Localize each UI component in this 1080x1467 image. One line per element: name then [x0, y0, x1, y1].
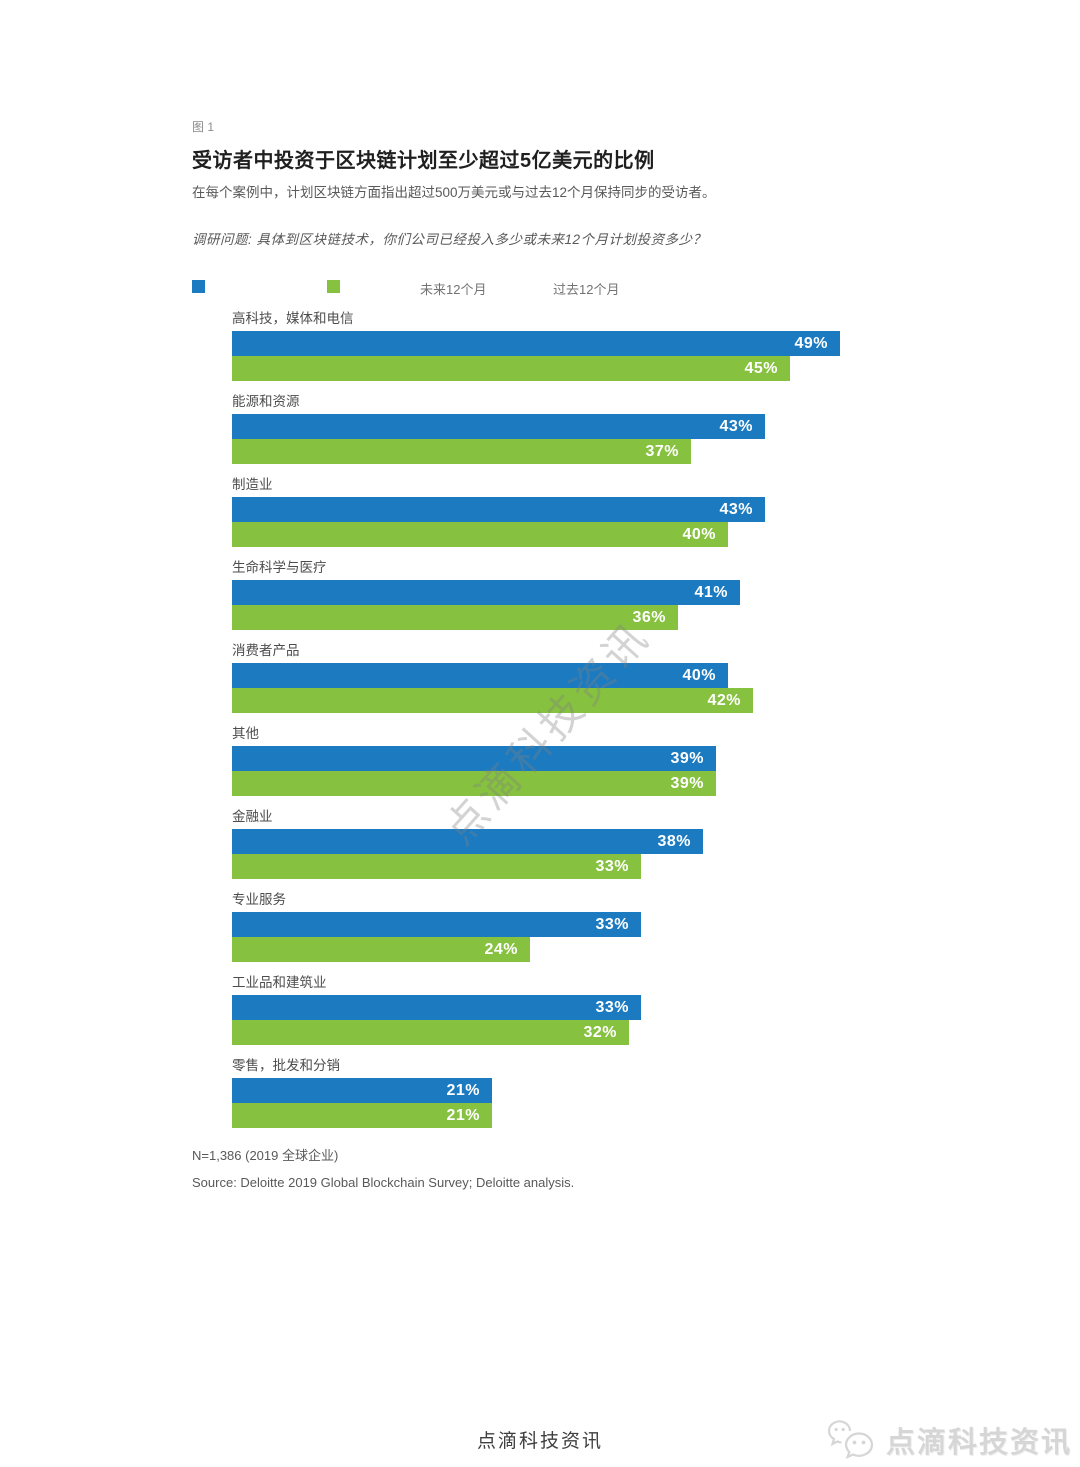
source-line: Source: Deloitte 2019 Global Blockchain …: [192, 1175, 575, 1190]
bar-past: 40%: [232, 522, 728, 547]
figure-number: 图 1: [192, 120, 215, 134]
bar-future: 43%: [232, 497, 765, 522]
bar-group: 其他 39% 39%: [232, 722, 932, 796]
category-label: 高科技，媒体和电信: [232, 311, 354, 326]
bar-group: 零售，批发和分销 21% 21%: [232, 1054, 932, 1128]
bar-past: 24%: [232, 937, 530, 962]
bar-value-label: 24%: [484, 940, 518, 958]
bar-group: 高科技，媒体和电信 49% 45%: [232, 307, 932, 381]
bar-future: 33%: [232, 912, 641, 937]
bar-group: 生命科学与医疗 41% 36%: [232, 556, 932, 630]
survey-question: 调研问题: 具体到区块链技术，你们公司已经投入多少或未来12个月计划投资多少？: [192, 232, 707, 247]
bar-value-label: 45%: [744, 359, 778, 377]
footer-watermark-text: 点滴科技资讯: [885, 1427, 1072, 1459]
category-label: 制造业: [232, 477, 273, 492]
bar-past: 33%: [232, 854, 641, 879]
bar-value-label: 39%: [670, 749, 704, 767]
category-label: 工业品和建筑业: [232, 975, 327, 990]
bar-past: 45%: [232, 356, 790, 381]
bar-future: 43%: [232, 414, 765, 439]
bar-past: 39%: [232, 771, 716, 796]
chart-subtitle: 在每个案例中，计划区块链方面指出超过500万美元或与过去12个月保持同步的受访者…: [192, 185, 716, 200]
wechat-logo-icon: [827, 1420, 874, 1460]
bar-value-label: 37%: [645, 442, 679, 460]
legend-swatch-past: [327, 280, 340, 293]
legend-swatch-future: [192, 280, 205, 293]
bar-future: 49%: [232, 331, 840, 356]
legend: 未来12个月 过去12个月: [192, 279, 932, 297]
category-label: 能源和资源: [232, 394, 300, 409]
footer-watermark: 点滴科技资讯: [827, 1419, 1072, 1461]
bar-value-label: 39%: [670, 774, 704, 792]
bar-future: 41%: [232, 580, 740, 605]
bar-group: 能源和资源 43% 37%: [232, 390, 932, 464]
bar-value-label: 38%: [657, 832, 691, 850]
bar-value-label: 32%: [583, 1023, 617, 1041]
bar-future: 40%: [232, 663, 728, 688]
bar-value-label: 33%: [595, 857, 629, 875]
bar-past: 42%: [232, 688, 753, 713]
bar-value-label: 40%: [682, 666, 716, 684]
category-label: 其他: [232, 726, 259, 741]
bar-group: 制造业 43% 40%: [232, 473, 932, 547]
bar-future: 33%: [232, 995, 641, 1020]
bar-value-label: 43%: [719, 417, 753, 435]
bar-future: 39%: [232, 746, 716, 771]
bar-future: 21%: [232, 1078, 492, 1103]
bar-group: 工业品和建筑业 33% 32%: [232, 971, 932, 1045]
bar-past: 36%: [232, 605, 678, 630]
bar-past: 37%: [232, 439, 691, 464]
bar-past: 21%: [232, 1103, 492, 1128]
bar-value-label: 40%: [682, 525, 716, 543]
category-label: 零售，批发和分销: [232, 1058, 340, 1073]
bar-value-label: 49%: [794, 334, 828, 352]
category-label: 生命科学与医疗: [232, 560, 327, 575]
figure-block: 图 1 受访者中投资于区块链计划至少超过5亿美元的比例 在每个案例中，计划区块链…: [192, 118, 932, 1190]
bar-value-label: 36%: [632, 608, 666, 626]
bar-value-label: 33%: [595, 998, 629, 1016]
bar-value-label: 33%: [595, 915, 629, 933]
sample-note: N=1,386 (2019 全球企业): [192, 1148, 339, 1163]
bar-past: 32%: [232, 1020, 629, 1045]
bar-group: 金融业 38% 33%: [232, 805, 932, 879]
bar-group: 专业服务 33% 24%: [232, 888, 932, 962]
bar-chart: 高科技，媒体和电信 49% 45% 能源和资源 43% 37% 制造业 43% 40% 生命科学与…: [232, 307, 932, 1128]
chart-title: 受访者中投资于区块链计划至少超过5亿美元的比例: [192, 150, 655, 172]
bar-value-label: 41%: [694, 583, 728, 601]
bar-future: 38%: [232, 829, 703, 854]
category-label: 金融业: [232, 809, 273, 824]
legend-label-past: 过去12个月: [553, 282, 620, 297]
footer-brand-text: 点滴科技资讯: [476, 1431, 603, 1452]
bar-value-label: 21%: [446, 1106, 480, 1124]
category-label: 消费者产品: [232, 643, 300, 658]
legend-label-future: 未来12个月: [420, 282, 487, 297]
category-label: 专业服务: [232, 892, 286, 907]
bar-group: 消费者产品 40% 42%: [232, 639, 932, 713]
bar-value-label: 42%: [707, 691, 741, 709]
bar-value-label: 43%: [719, 500, 753, 518]
bar-value-label: 21%: [446, 1081, 480, 1099]
